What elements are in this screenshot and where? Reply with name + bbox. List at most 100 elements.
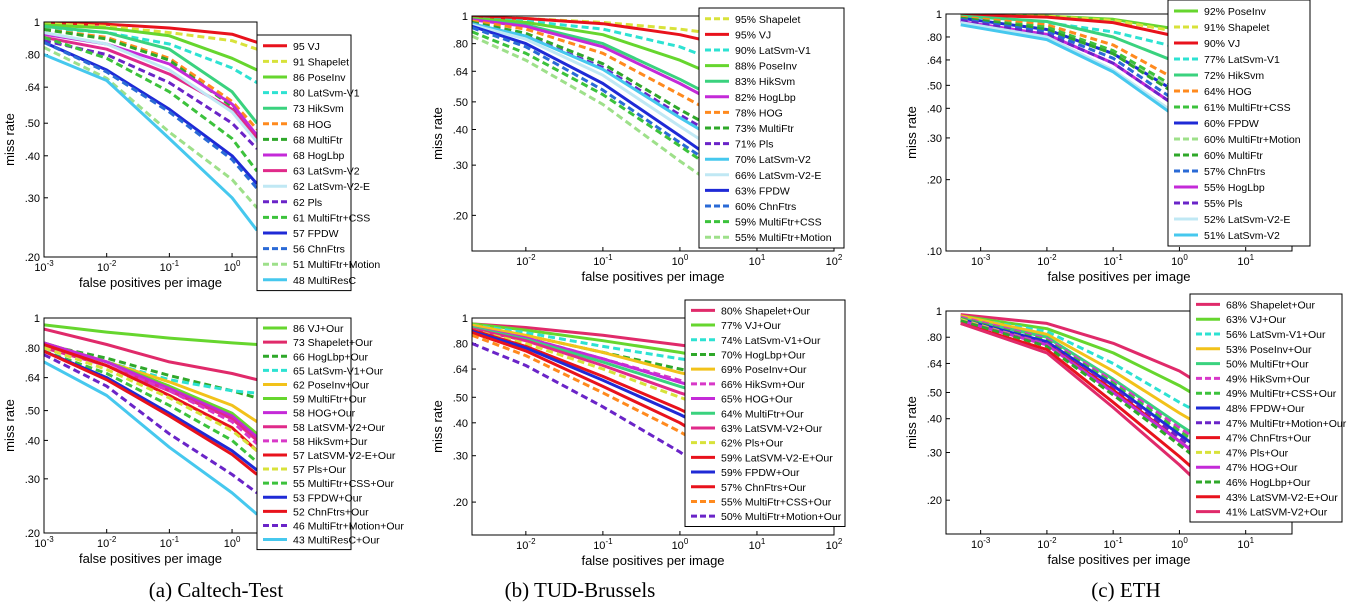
x-axis-label: false positives per image xyxy=(581,553,724,568)
y-tick-label: .40 xyxy=(25,151,40,163)
legend-label: 63% FPDW xyxy=(735,185,790,197)
legend-label: 52 ChnFtrs+Our xyxy=(293,506,369,518)
series-line xyxy=(44,24,257,125)
panel-tud-top: 1 .80 .64 .50 .40 .30 .20 10-2 10-1 100 101 102 fals… xyxy=(430,7,845,284)
y-tick-label: .50 xyxy=(25,406,40,418)
series-line xyxy=(44,53,257,232)
legend-label: 86 VJ+Our xyxy=(293,323,344,335)
legend-label: 43 MultiResC+Our xyxy=(293,535,380,547)
x-tick-label: 100 xyxy=(224,535,241,550)
panel-eth-top: 1 .80 .64 .50 .40 .30 .20 .10 10-3 10-2 10-1 100 101… xyxy=(904,0,1311,284)
legend-label: 57 Pls+Our xyxy=(293,464,346,476)
legend-label: 47% ChnFtrs+Our xyxy=(1226,433,1311,445)
y-tick-label: .80 xyxy=(453,339,468,351)
legend-label: 90% VJ xyxy=(1204,38,1240,50)
legend-label: 70% LatSvm-V2 xyxy=(735,154,811,166)
y-tick-label: .30 xyxy=(927,133,942,145)
y-tick-label: .80 xyxy=(927,32,942,44)
x-axis-label: false positives per image xyxy=(1047,552,1190,567)
legend: 92% PoseInv 91% Shapelet 90% VJ 77% LatSvm-… xyxy=(1167,0,1311,247)
legend-label: 58 HOG+Our xyxy=(293,408,356,420)
caption: (b) TUD-Brussels xyxy=(505,578,656,602)
legend-label: 82% HogLbp xyxy=(735,92,796,104)
curves xyxy=(472,16,735,200)
legend-label: 74% LatSvm-V1+Our xyxy=(721,335,821,347)
series-line xyxy=(44,353,257,495)
y-tick-label: .30 xyxy=(25,193,40,205)
y-tick-label: 1 xyxy=(936,9,942,21)
panel-tud-bottom: 1 .80 .64 .50 .40 .30 .20 10-2 10-1 100 101 102 fals… xyxy=(430,299,846,568)
x-tick-label: 10-3 xyxy=(971,536,991,551)
legend-label: 69% PoseInv+Our xyxy=(721,364,807,376)
series-line xyxy=(472,26,735,180)
y-tick-label: .80 xyxy=(453,39,468,51)
y-axis-label: miss rate xyxy=(430,400,445,453)
legend-label: 56 ChnFtrs xyxy=(293,244,345,256)
legend-label: 66% HikSvm+Our xyxy=(721,379,805,391)
legend-label: 60% FPDW xyxy=(1204,118,1259,130)
y-tick-label: .30 xyxy=(25,474,40,486)
caption: (c) ETH xyxy=(1091,578,1160,602)
legend-label: 63 LatSvm-V2 xyxy=(293,166,360,178)
x-tick-label: 102 xyxy=(826,537,843,552)
series-line xyxy=(472,30,735,185)
legend-label: 58 LatSVM-V2+Our xyxy=(293,422,385,434)
legend-label: 51% LatSvm-V2 xyxy=(1204,230,1280,242)
legend-label: 47% Pls+Our xyxy=(1226,447,1289,459)
legend-label: 72% HikSvm xyxy=(1204,70,1264,82)
x-tick-label: 101 xyxy=(1237,253,1254,268)
legend-label: 64% HOG xyxy=(1204,86,1252,98)
series-line xyxy=(44,343,257,400)
series-line xyxy=(44,349,257,464)
series-line xyxy=(472,23,735,163)
legend-label: 55% HogLbp xyxy=(1204,182,1265,194)
legend-label: 62% Pls+Our xyxy=(721,438,784,450)
y-tick-label: .20 xyxy=(927,175,942,187)
legend-label: 68 HogLbp xyxy=(293,150,345,162)
legend-label: 50% MultiFtr+Our xyxy=(1226,359,1309,371)
legend-label: 47% HOG+Our xyxy=(1226,462,1298,474)
y-tick-label: .50 xyxy=(453,97,468,109)
series-line xyxy=(960,319,1201,462)
legend-label: 43% LatSVM-V2-E+Our xyxy=(1226,492,1338,504)
legend-label: 55 MultiFtr+CSS+Our xyxy=(293,478,394,490)
series-line xyxy=(472,19,735,125)
legend-label: 73% MultiFtr xyxy=(735,123,794,135)
y-axis-label: miss rate xyxy=(2,113,17,166)
y-axis-label: miss rate xyxy=(904,106,919,159)
legend-label: 95 VJ xyxy=(293,41,320,53)
legend-label: 59 MultiFtr+Our xyxy=(293,394,367,406)
x-tick-label: 100 xyxy=(1171,253,1188,268)
series-line xyxy=(472,34,735,200)
series-line xyxy=(44,35,257,173)
x-axis-label: false positives per image xyxy=(79,275,222,290)
series-line xyxy=(472,22,735,151)
legend-label: 59% FPDW+Our xyxy=(721,467,800,479)
x-tick-label: 10-3 xyxy=(34,259,54,274)
legend-label: 49% HikSvm+Our xyxy=(1226,373,1310,385)
series-line xyxy=(960,321,1201,485)
series-line xyxy=(960,314,1201,426)
x-tick-label: 101 xyxy=(749,537,766,552)
x-tick-label: 10-2 xyxy=(1037,536,1057,551)
y-tick-label: 1 xyxy=(462,11,468,23)
legend-label: 63% VJ+Our xyxy=(1226,314,1286,326)
y-tick-label: .40 xyxy=(927,414,942,426)
series-line xyxy=(472,20,735,141)
y-tick-label: .20 xyxy=(25,252,40,264)
y-tick-label: .50 xyxy=(25,118,40,130)
caption: (a) Caltech-Test xyxy=(149,578,284,602)
legend-label: 62 LatSvm-V2-E xyxy=(293,181,370,193)
x-tick-label: 10-1 xyxy=(593,537,613,552)
series-line xyxy=(472,24,735,175)
legend-label: 55% Pls xyxy=(1204,198,1243,210)
legend-label: 51 MultiFtr+Motion xyxy=(293,259,380,271)
x-tick-label: 10-1 xyxy=(1103,536,1123,551)
legend-label: 73 Shapelet+Our xyxy=(293,337,373,349)
legend-label: 80% Shapelet+Our xyxy=(721,305,811,317)
legend-label: 55% MultiFtr+CSS+Our xyxy=(721,496,832,508)
x-tick-label: 10-1 xyxy=(1103,253,1123,268)
series-line xyxy=(44,26,257,84)
